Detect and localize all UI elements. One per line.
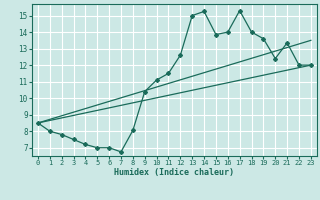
X-axis label: Humidex (Indice chaleur): Humidex (Indice chaleur) xyxy=(115,168,234,177)
